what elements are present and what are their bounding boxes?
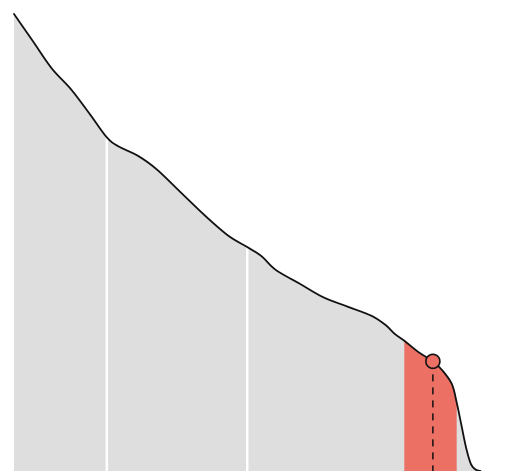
curve-line — [13, 13, 482, 471]
area-fill — [14, 14, 481, 471]
line-layer — [13, 13, 482, 471]
marker-point — [425, 353, 441, 370]
highlight-band — [404, 14, 457, 471]
marker-layer — [425, 353, 441, 471]
area-layer — [14, 14, 481, 471]
highlight-layer — [404, 14, 457, 471]
